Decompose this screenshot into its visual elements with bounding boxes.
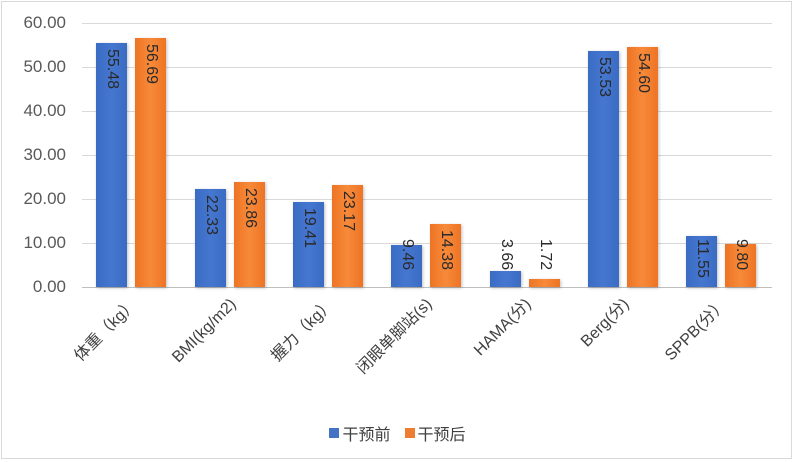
gridline [82,243,772,244]
gridline [82,111,772,112]
legend-label: 干预前 [342,427,391,444]
data-label: 22.33 [203,194,220,235]
y-tick-label: 60.00 [23,13,66,32]
bar-after[interactable] [135,37,166,287]
bar-before[interactable] [195,188,226,287]
data-label: 3.66 [498,239,515,271]
y-tick-label: 30.00 [23,145,66,164]
y-tick-label: 10.00 [23,233,66,252]
bar-before[interactable] [588,51,619,287]
y-tick-label: 50.00 [23,57,66,76]
data-label: 23.17 [340,191,357,232]
data-label: 11.55 [694,239,711,278]
legend: 干预前 干预后 [0,421,795,445]
data-label: 55.48 [104,48,121,89]
bar-after[interactable] [529,279,560,287]
data-label: 1.72 [537,239,554,271]
gridline [82,23,772,24]
legend-item-after[interactable]: 干预后 [404,421,466,445]
y-tick-label: 0.00 [32,277,66,296]
gridline [82,155,772,156]
data-label: 23.86 [242,188,259,229]
data-label: 19.41 [301,207,318,248]
bar-after[interactable] [234,182,265,287]
data-label: 54.60 [635,52,652,93]
y-tick-label: 20.00 [23,189,66,208]
bar-before[interactable] [686,236,717,287]
data-label: 9.46 [399,239,416,271]
x-axis-line [82,287,772,288]
legend-item-before[interactable]: 干预前 [329,421,391,445]
bar-after[interactable] [725,243,756,287]
data-label: 56.69 [143,43,160,84]
legend-label: 干预后 [417,427,466,444]
data-label: 9.80 [733,239,750,271]
bar-after[interactable] [430,223,461,287]
bar-after[interactable] [332,185,363,287]
bar-after[interactable] [627,46,658,287]
legend-swatch-orange-icon [404,428,415,438]
bar-before[interactable] [96,42,127,287]
bar-before[interactable] [490,270,521,287]
y-tick-label: 40.00 [23,101,66,120]
gridline [82,67,772,68]
data-label: 53.53 [596,57,613,98]
bar-before[interactable] [391,245,422,287]
legend-swatch-blue-icon [329,428,340,438]
gridline [82,199,772,200]
bar-before[interactable] [293,201,324,287]
data-label: 14.38 [438,229,455,270]
